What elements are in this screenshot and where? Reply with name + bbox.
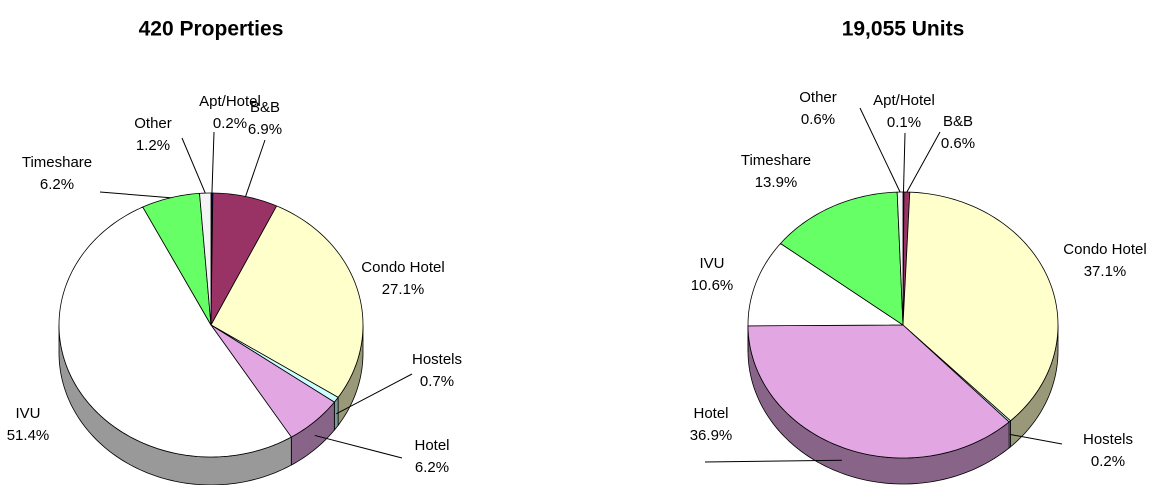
slice-label: Other bbox=[134, 115, 172, 132]
slice-label: Apt/Hotel bbox=[873, 92, 935, 109]
slice-label: Hotel bbox=[693, 405, 728, 422]
slice-label: Other bbox=[799, 89, 837, 106]
slice-label: Hotel bbox=[414, 437, 449, 454]
slice-label: Apt/Hotel bbox=[199, 93, 261, 110]
slice-value-label: 51.4% bbox=[7, 427, 50, 444]
slice-value-label: 0.2% bbox=[213, 115, 247, 132]
slice-label: Timeshare bbox=[741, 152, 811, 169]
slice-label: Timeshare bbox=[22, 154, 92, 171]
slice-label: B&B bbox=[250, 99, 280, 116]
leader-line bbox=[211, 131, 215, 194]
slice bbox=[747, 243, 904, 327]
slice-value-label: 10.6% bbox=[691, 277, 734, 294]
slice-label: B&B bbox=[943, 113, 973, 130]
slice-label: Hostels bbox=[1083, 431, 1133, 448]
leader-line bbox=[906, 131, 941, 193]
slice-value-label: 0.6% bbox=[941, 135, 975, 152]
leader-line bbox=[859, 107, 901, 193]
slice-label: IVU bbox=[699, 255, 724, 272]
chart-title: 420 Properties bbox=[139, 18, 284, 41]
chart-title: 19,055 Units bbox=[842, 18, 965, 41]
slice-value-label: 0.6% bbox=[801, 111, 835, 128]
slice-value-label: 0.7% bbox=[420, 373, 454, 390]
slice-label: IVU bbox=[15, 405, 40, 422]
slice-value-label: 6.2% bbox=[40, 176, 74, 193]
slice-value-label: 1.2% bbox=[136, 137, 170, 154]
slice-label: Condo Hotel bbox=[1063, 241, 1146, 258]
slice-value-label: 27.1% bbox=[382, 281, 425, 298]
slice bbox=[210, 205, 364, 398]
leader-line bbox=[902, 132, 906, 193]
slice-value-label: 0.2% bbox=[1091, 453, 1125, 470]
slice bbox=[58, 206, 292, 458]
slice bbox=[902, 191, 1059, 422]
leader-line bbox=[336, 373, 413, 415]
slice-value-label: 6.2% bbox=[415, 459, 449, 476]
slice-value-label: 37.1% bbox=[1084, 263, 1127, 280]
slice-label: Condo Hotel bbox=[361, 259, 444, 276]
slice-value-label: 36.9% bbox=[690, 427, 733, 444]
leader-line bbox=[99, 191, 171, 199]
slice-value-label: 13.9% bbox=[755, 174, 798, 191]
slice-value-label: 6.9% bbox=[248, 121, 282, 138]
leader-line bbox=[245, 139, 266, 197]
slice bbox=[780, 191, 904, 326]
slice-label: Hostels bbox=[412, 351, 462, 368]
slice bbox=[210, 324, 335, 438]
leader-line bbox=[181, 137, 206, 194]
leader-line bbox=[314, 434, 403, 459]
slice-value-label: 0.1% bbox=[887, 114, 921, 131]
slice bbox=[747, 324, 1010, 459]
leader-line bbox=[1009, 433, 1063, 445]
slice-side bbox=[333, 396, 339, 432]
leader-line bbox=[704, 459, 842, 463]
